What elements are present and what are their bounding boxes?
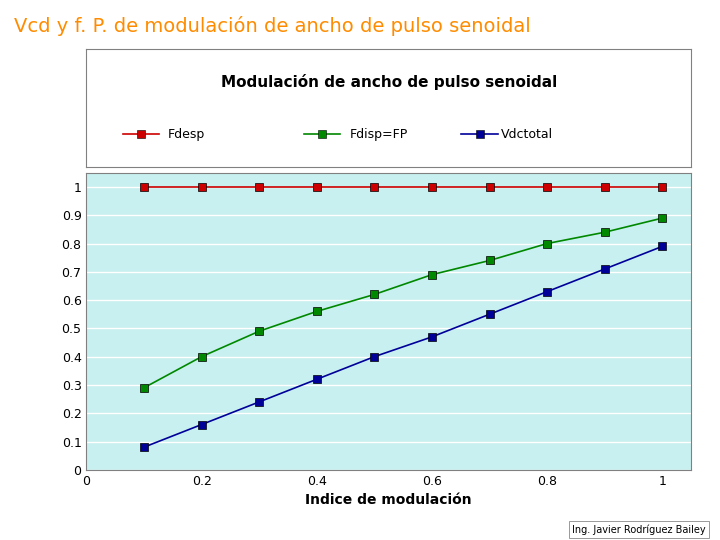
Fdisp=FP [543,240,552,247]
X-axis label: Indice de modulación: Indice de modulación [305,493,472,507]
Vdctotal [255,399,264,405]
Vdctotal [658,243,667,249]
Line: Vdctotal: Vdctotal [140,242,667,451]
Fdesp [485,184,494,190]
Fdisp=FP [658,215,667,221]
Vdctotal [428,334,436,340]
Fdesp [370,184,379,190]
Fdisp=FP [140,384,148,391]
Fdisp=FP [197,353,206,360]
Vdctotal [197,421,206,428]
Vdctotal [485,311,494,318]
Vdctotal [543,288,552,295]
Text: Modulación de ancho de pulso senoidal: Modulación de ancho de pulso senoidal [220,74,557,90]
Line: Fdesp: Fdesp [140,183,667,191]
Fdesp [428,184,436,190]
Fdesp [197,184,206,190]
Fdisp=FP [255,328,264,334]
Fdesp [312,184,321,190]
Fdisp=FP [485,257,494,264]
Vdctotal [600,266,609,272]
Text: Ing. Javier Rodríguez Bailey: Ing. Javier Rodríguez Bailey [572,524,706,535]
Line: Fdisp=FP: Fdisp=FP [140,214,667,392]
Vdctotal [140,444,148,450]
Vdctotal [370,353,379,360]
Text: Fdisp=FP: Fdisp=FP [349,127,408,140]
Fdesp [658,184,667,190]
Fdisp=FP [600,229,609,235]
Fdisp=FP [428,272,436,278]
Fdesp [140,184,148,190]
Text: Vdctotal: Vdctotal [500,127,553,140]
Text: Vcd y f. P. de modulación de ancho de pulso senoidal: Vcd y f. P. de modulación de ancho de pu… [14,16,531,36]
Fdesp [543,184,552,190]
Fdesp [600,184,609,190]
Fdisp=FP [312,308,321,315]
Fdisp=FP [370,291,379,298]
Vdctotal [312,376,321,382]
Fdesp [255,184,264,190]
Text: Fdesp: Fdesp [168,127,205,140]
